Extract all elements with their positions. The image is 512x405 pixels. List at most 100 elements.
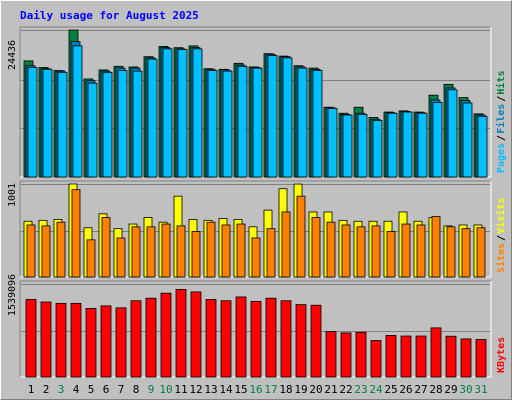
bar-sites-day-9 [146,226,156,278]
x-label-day-7: 7 [118,383,125,396]
bar-pages-day-15 [237,65,248,178]
bar-kbytes-day-24 [370,340,382,378]
hits-panel-legend-slash: / [496,96,507,102]
bar-sites-day-1 [26,224,36,278]
bar-pages-day-12 [192,48,203,178]
bar-pages-day-10 [162,48,173,178]
bar-sites-day-22 [341,224,351,278]
bar-pages-day-25 [387,112,398,178]
hits-panel-ytick-label: 24436 [7,40,18,70]
x-label-day-21: 21 [324,383,337,396]
bar-sites-day-25 [386,231,396,278]
x-label-day-28: 28 [429,383,442,396]
x-label-day-25: 25 [384,383,397,396]
kbytes-panel-legend-kbytes: KBytes [496,337,507,373]
x-label-day-6: 6 [103,383,110,396]
x-label-day-31: 31 [474,383,487,396]
bar-pages-day-3 [57,71,68,178]
bar-kbytes-day-15 [235,296,247,378]
bar-kbytes-day-22 [340,332,352,378]
bar-kbytes-day-19 [295,304,307,378]
bar-sites-day-3 [56,221,66,278]
bar-sites-day-14 [221,224,231,278]
visits-panel-legend-sites: Sites [495,243,507,273]
x-label-day-15: 15 [234,383,247,396]
bar-pages-day-31 [477,115,488,178]
x-label-day-20: 20 [309,383,322,396]
bar-pages-day-22 [342,114,353,178]
bar-pages-day-18 [282,57,293,178]
bar-kbytes-day-14 [220,300,232,378]
x-label-day-4: 4 [73,383,80,396]
bar-sites-day-16 [251,237,261,278]
x-label-day-14: 14 [219,383,233,396]
bar-sites-day-18 [281,211,291,278]
bar-pages-day-21 [327,108,338,178]
x-label-day-10: 10 [159,383,172,396]
x-label-day-5: 5 [88,383,95,396]
bar-pages-day-29 [447,89,458,178]
bar-pages-day-17 [267,55,278,178]
x-label-day-13: 13 [204,383,217,396]
bar-sites-day-6 [101,217,111,278]
bar-kbytes-day-26 [400,335,412,378]
bar-kbytes-day-29 [445,335,457,378]
x-label-day-17: 17 [264,383,277,396]
bar-kbytes-day-17 [265,297,277,378]
bar-pages-day-7 [117,70,128,178]
chart-title: Daily usage for August 2025 [20,9,199,22]
x-label-day-29: 29 [444,383,457,396]
x-label-day-23: 23 [354,383,367,396]
bar-sites-day-27 [416,224,426,278]
bar-pages-day-1 [27,67,38,178]
bar-pages-day-13 [207,70,218,178]
bar-kbytes-day-27 [415,335,427,378]
bar-sites-day-10 [161,223,171,278]
visits-panel-legend-slash: / [496,235,507,241]
bar-pages-day-9 [147,58,158,178]
hits-panel-legend-files: Files [495,104,507,134]
x-label-day-26: 26 [399,383,412,396]
bar-pages-day-6 [102,71,113,178]
bar-kbytes-day-13 [205,299,217,378]
bar-sites-day-13 [206,221,216,278]
x-label-day-1: 1 [28,383,35,396]
bar-sites-day-21 [326,221,336,278]
bar-kbytes-day-30 [460,338,472,378]
visits-panel-ytick-label: 1001 [7,183,18,207]
bar-sites-day-30 [461,228,471,278]
bar-kbytes-day-6 [100,305,112,378]
bar-sites-day-23 [356,226,366,278]
hits-panel-legend-pages: Pages [496,143,507,173]
bar-sites-day-17 [266,228,276,278]
bar-kbytes-day-18 [280,300,292,378]
bar-kbytes-day-3 [55,302,67,378]
x-label-day-3: 3 [58,383,65,396]
x-label-day-22: 22 [339,383,352,396]
bar-kbytes-day-10 [160,292,172,378]
x-label-day-8: 8 [133,383,140,396]
x-label-day-19: 19 [294,383,307,396]
x-label-day-11: 11 [174,383,187,396]
x-label-day-9: 9 [148,383,155,396]
bar-pages-day-19 [297,67,308,178]
x-label-day-12: 12 [189,383,202,396]
kbytes-panel-ytick-label: 1539096 [7,274,18,316]
bar-pages-day-24 [372,120,383,178]
bar-kbytes-day-21 [325,331,337,378]
bar-kbytes-day-4 [70,302,82,378]
plot-area: 24436Pages/Files/Hits1001Sites/Visits153… [7,26,507,396]
bar-pages-day-8 [132,70,143,178]
hits-panel-legend-hits: Hits [495,71,507,95]
bar-kbytes-day-7 [115,307,127,378]
bar-sites-day-8 [131,226,141,278]
bar-pages-day-11 [177,49,188,178]
bar-kbytes-day-12 [190,291,202,378]
bar-pages-day-30 [462,102,473,178]
x-label-day-16: 16 [249,383,262,396]
bar-sites-day-12 [191,231,201,278]
bar-sites-day-19 [296,195,306,278]
hits-panel-legend-slash: / [496,135,507,141]
